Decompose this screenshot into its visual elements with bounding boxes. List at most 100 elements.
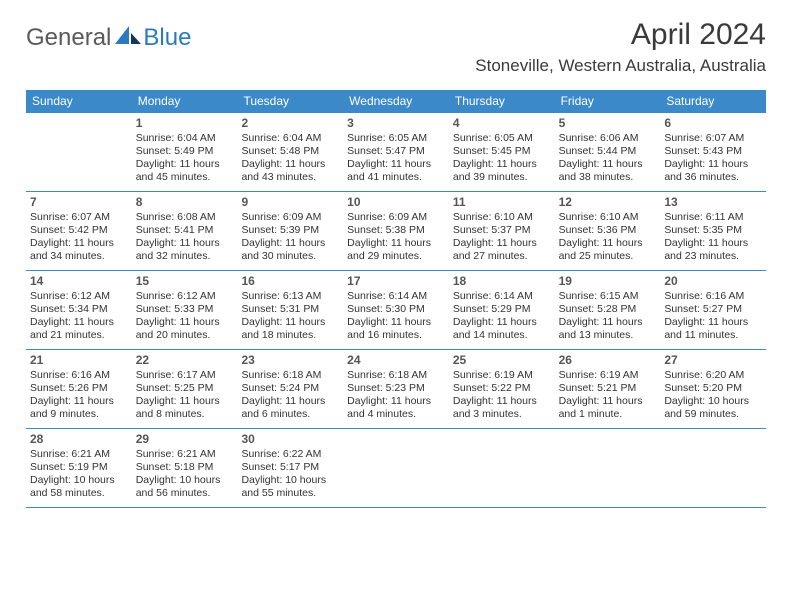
day-cell <box>343 429 449 507</box>
day-info-line: and 32 minutes. <box>136 250 234 263</box>
logo-sail-icon <box>115 26 141 51</box>
day-info-line: Sunrise: 6:07 AM <box>664 132 762 145</box>
day-info-line: Daylight: 10 hours <box>241 474 339 487</box>
day-info-line: Daylight: 11 hours <box>453 395 551 408</box>
day-info-line: Daylight: 11 hours <box>559 158 657 171</box>
day-info-line: and 39 minutes. <box>453 171 551 184</box>
day-info-line: Sunrise: 6:06 AM <box>559 132 657 145</box>
day-number: 18 <box>453 274 551 288</box>
month-title: April 2024 <box>475 18 766 52</box>
day-info-line: Daylight: 11 hours <box>559 316 657 329</box>
day-number: 2 <box>241 116 339 130</box>
day-info-line: Sunset: 5:35 PM <box>664 224 762 237</box>
day-number: 16 <box>241 274 339 288</box>
day-cell: 30 Sunrise: 6:22 AMSunset: 5:17 PMDayligh… <box>237 429 343 507</box>
day-info-line: Daylight: 11 hours <box>241 316 339 329</box>
day-info-line: Sunrise: 6:22 AM <box>241 448 339 461</box>
day-number: 29 <box>136 432 234 446</box>
day-cell <box>660 429 766 507</box>
logo-text-general: General <box>26 24 111 52</box>
day-cell: 11Sunrise: 6:10 AMSunset: 5:37 PMDayligh… <box>449 192 555 270</box>
day-info-line: Daylight: 11 hours <box>664 237 762 250</box>
day-number: 20 <box>664 274 762 288</box>
day-cell: 29Sunrise: 6:21 AMSunset: 5:18 PMDayligh… <box>132 429 238 507</box>
day-cell: 1Sunrise: 6:04 AMSunset: 5:49 PMDaylight… <box>132 113 238 191</box>
day-info-line: and 56 minutes. <box>136 487 234 500</box>
day-info-line: Sunrise: 6:04 AM <box>241 132 339 145</box>
day-info-line: Sunrise: 6:13 AM <box>241 290 339 303</box>
day-cell: 24Sunrise: 6:18 AMSunset: 5:23 PMDayligh… <box>343 350 449 428</box>
dow-thursday: Thursday <box>449 90 555 113</box>
day-info-line: and 13 minutes. <box>559 329 657 342</box>
day-info-line: Sunset: 5:18 PM <box>136 461 234 474</box>
day-info-line: Sunset: 5:28 PM <box>559 303 657 316</box>
day-cell: 6Sunrise: 6:07 AMSunset: 5:43 PMDaylight… <box>660 113 766 191</box>
day-info-line: Sunrise: 6:21 AM <box>136 448 234 461</box>
day-info-line: Daylight: 11 hours <box>664 158 762 171</box>
day-number: 30 <box>241 432 339 446</box>
day-info-line: Sunrise: 6:09 AM <box>347 211 445 224</box>
day-info-line: Sunset: 5:49 PM <box>136 145 234 158</box>
day-info-line: Sunset: 5:34 PM <box>30 303 128 316</box>
day-info-line: Sunrise: 6:05 AM <box>347 132 445 145</box>
day-number: 23 <box>241 353 339 367</box>
day-number: 27 <box>664 353 762 367</box>
day-info-line: Sunrise: 6:18 AM <box>241 369 339 382</box>
day-info-line: Daylight: 11 hours <box>453 158 551 171</box>
day-info-line: Daylight: 11 hours <box>347 237 445 250</box>
day-cell: 23Sunrise: 6:18 AMSunset: 5:24 PMDayligh… <box>237 350 343 428</box>
day-cell: 2Sunrise: 6:04 AMSunset: 5:48 PMDaylight… <box>237 113 343 191</box>
day-info-line: Sunrise: 6:21 AM <box>30 448 128 461</box>
day-info-line: Sunset: 5:17 PM <box>241 461 339 474</box>
day-info-line: Daylight: 11 hours <box>30 237 128 250</box>
day-info-line: Sunset: 5:21 PM <box>559 382 657 395</box>
day-info-line: Daylight: 10 hours <box>664 395 762 408</box>
day-number: 14 <box>30 274 128 288</box>
weeks-container: 1Sunrise: 6:04 AMSunset: 5:49 PMDaylight… <box>26 113 766 508</box>
day-info-line: Sunset: 5:24 PM <box>241 382 339 395</box>
day-info-line: Daylight: 10 hours <box>30 474 128 487</box>
day-info-line: Sunrise: 6:16 AM <box>664 290 762 303</box>
day-info-line: Sunrise: 6:19 AM <box>559 369 657 382</box>
day-info-line: and 4 minutes. <box>347 408 445 421</box>
day-info-line: Daylight: 11 hours <box>453 316 551 329</box>
day-info-line: and 25 minutes. <box>559 250 657 263</box>
day-cell: 20Sunrise: 6:16 AMSunset: 5:27 PMDayligh… <box>660 271 766 349</box>
day-info-line: Daylight: 11 hours <box>30 395 128 408</box>
day-info-line: Sunrise: 6:19 AM <box>453 369 551 382</box>
day-info-line: Sunrise: 6:20 AM <box>664 369 762 382</box>
day-cell: 17Sunrise: 6:14 AMSunset: 5:30 PMDayligh… <box>343 271 449 349</box>
day-info-line: Sunrise: 6:10 AM <box>559 211 657 224</box>
day-info-line: and 45 minutes. <box>136 171 234 184</box>
day-info-line: Sunset: 5:33 PM <box>136 303 234 316</box>
header-row: General Blue April 2024 Stoneville, West… <box>26 18 766 76</box>
day-cell: 4Sunrise: 6:05 AMSunset: 5:45 PMDaylight… <box>449 113 555 191</box>
day-cell: 28Sunrise: 6:21 AMSunset: 5:19 PMDayligh… <box>26 429 132 507</box>
day-number: 21 <box>30 353 128 367</box>
location-text: Stoneville, Western Australia, Australia <box>475 56 766 76</box>
day-info-line: and 27 minutes. <box>453 250 551 263</box>
day-info-line: Sunset: 5:37 PM <box>453 224 551 237</box>
day-info-line: Sunset: 5:31 PM <box>241 303 339 316</box>
day-info-line: and 18 minutes. <box>241 329 339 342</box>
day-info-line: and 6 minutes. <box>241 408 339 421</box>
day-number: 5 <box>559 116 657 130</box>
day-number: 19 <box>559 274 657 288</box>
day-info-line: and 30 minutes. <box>241 250 339 263</box>
day-info-line: Sunrise: 6:12 AM <box>136 290 234 303</box>
day-cell: 3Sunrise: 6:05 AMSunset: 5:47 PMDaylight… <box>343 113 449 191</box>
day-info-line: Sunset: 5:42 PM <box>30 224 128 237</box>
day-info-line: and 20 minutes. <box>136 329 234 342</box>
day-info-line: and 16 minutes. <box>347 329 445 342</box>
day-number: 9 <box>241 195 339 209</box>
day-info-line: Sunset: 5:41 PM <box>136 224 234 237</box>
day-info-line: Sunrise: 6:18 AM <box>347 369 445 382</box>
day-info-line: and 21 minutes. <box>30 329 128 342</box>
day-info-line: Sunrise: 6:17 AM <box>136 369 234 382</box>
day-number: 4 <box>453 116 551 130</box>
day-info-line: Sunrise: 6:14 AM <box>347 290 445 303</box>
day-number: 10 <box>347 195 445 209</box>
day-number: 12 <box>559 195 657 209</box>
day-info-line: Sunset: 5:44 PM <box>559 145 657 158</box>
day-info-line: Sunrise: 6:04 AM <box>136 132 234 145</box>
